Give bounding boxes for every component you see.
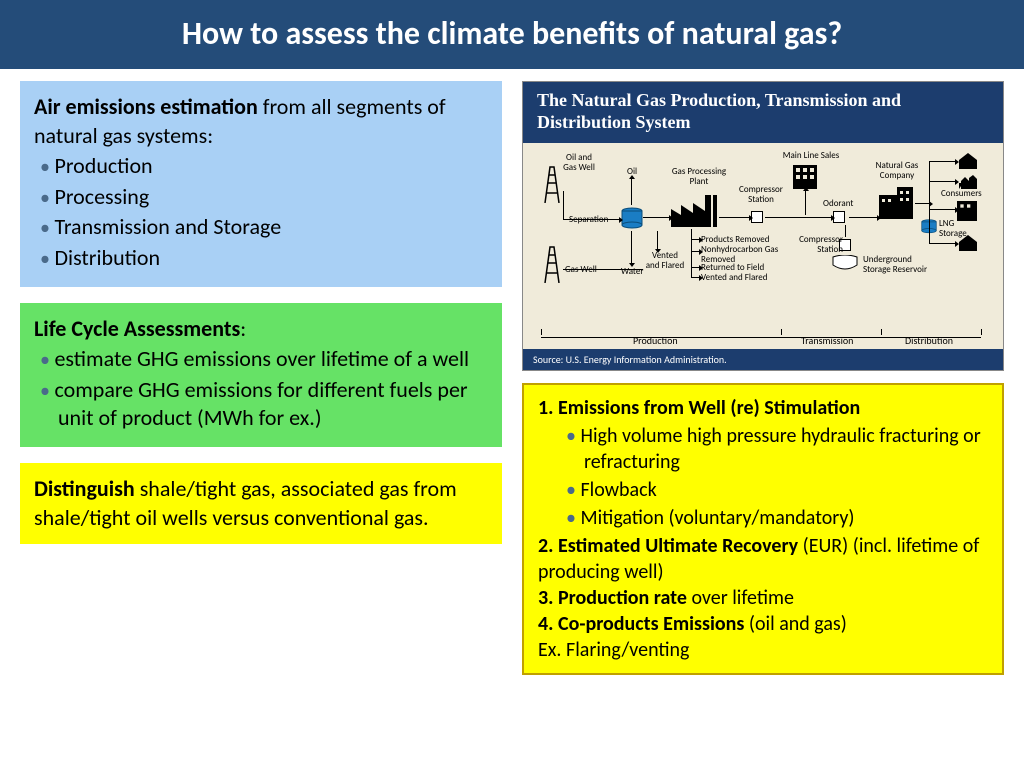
item1-sublist: High volume high pressure hydraulic frac…	[538, 423, 988, 531]
flow-line	[719, 217, 749, 218]
list-item: Processing	[40, 183, 488, 212]
diagram-title: The Natural Gas Production, Transmission…	[523, 82, 1003, 143]
system-diagram: The Natural Gas Production, Transmission…	[522, 81, 1004, 371]
item2-bold: 2. Estimated Ultimate Recovery	[538, 534, 803, 558]
lca-box: Life Cycle Assessments: estimate GHG emi…	[20, 303, 502, 447]
diagram-body: Oil and Gas Well Gas Well Separation Oil…	[523, 143, 1003, 349]
oil-gas-well-label: Oil and Gas Well	[561, 153, 597, 173]
item3: 3. Production rate over lifetime	[538, 585, 988, 611]
flow-line	[929, 181, 955, 182]
list-item: Transmission and Storage	[40, 213, 488, 242]
plant-icon	[671, 195, 717, 227]
building-icon	[957, 201, 977, 221]
list-item: Mitigation (voluntary/mandatory)	[566, 505, 988, 531]
item3-rest: over lifetime	[691, 586, 793, 610]
flow-line	[691, 239, 699, 240]
axis-tick	[541, 329, 542, 335]
list-item: compare GHG emissions for different fuel…	[40, 376, 488, 433]
right-column: The Natural Gas Production, Transmission…	[522, 81, 1004, 675]
flow-line	[691, 229, 692, 277]
derrick-icon	[541, 243, 563, 283]
vented2-label: Vented and Flared	[701, 273, 791, 283]
flow-line	[691, 267, 699, 268]
consumers-label: Consumers	[941, 189, 982, 199]
flow-line	[563, 219, 619, 220]
flow-line	[929, 209, 955, 210]
list-item: Flowback	[566, 477, 988, 503]
flow-line	[805, 191, 806, 215]
axis-tick	[981, 329, 982, 335]
distinguish-bold: Distinguish	[34, 475, 135, 502]
emissions-details-box: 1. Emissions from Well (re) Stimulation …	[522, 383, 1004, 675]
flow-line	[845, 225, 846, 237]
axis-production-label: Production	[633, 334, 678, 347]
flow-line	[631, 231, 632, 263]
flow-line	[691, 277, 699, 278]
air-emissions-list: Production Processing Transmission and S…	[34, 152, 488, 272]
flow-line	[691, 251, 699, 252]
item4: 4. Co-products Emissions (oil and gas)	[538, 611, 988, 637]
house-icon	[959, 173, 977, 189]
item4-bold: 4. Co-products Emissions	[538, 612, 749, 636]
flow-line	[915, 203, 929, 204]
odorant-label: Odorant	[823, 199, 853, 209]
left-column: Air emissions estimation from all segmen…	[20, 81, 502, 675]
air-emissions-lead-bold: Air emissions estimation	[34, 93, 258, 120]
diagram-source: Source: U.S. Energy Information Administ…	[523, 349, 1003, 370]
compressor2-label: Compressor Station	[791, 235, 843, 255]
gas-processing-label: Gas Processing Plant	[667, 167, 731, 187]
flow-line	[631, 179, 632, 205]
reservoir-icon	[831, 255, 859, 271]
tank-icon	[621, 207, 643, 229]
company-icon	[879, 187, 913, 219]
derrick-icon	[541, 163, 563, 203]
oil-label: Oil	[627, 167, 637, 177]
distinguish-box: Distinguish shale/tight gas, associated …	[20, 463, 502, 544]
vented-label: Vented and Flared	[645, 251, 685, 271]
flow-line	[765, 217, 831, 218]
list-item: Production	[40, 152, 488, 181]
main-line-label: Main Line Sales	[781, 151, 841, 161]
flow-line	[929, 161, 955, 162]
lca-list: estimate GHG emissions over lifetime of …	[34, 345, 488, 433]
flow-line	[643, 217, 669, 218]
flow-line	[563, 269, 643, 270]
axis-tick	[881, 329, 882, 335]
axis-transmission-label: Transmission	[801, 334, 853, 347]
axis-tick	[781, 329, 782, 335]
house-icon	[959, 235, 977, 251]
lca-lead-bold: Life Cycle Assessments	[34, 315, 240, 342]
flow-line	[563, 191, 564, 219]
list-item: estimate GHG emissions over lifetime of …	[40, 345, 488, 374]
compressor1-label: Compressor Station	[733, 185, 789, 205]
building-icon	[793, 165, 817, 189]
ng-company-label: Natural Gas Company	[869, 161, 925, 181]
house-icon	[959, 153, 977, 169]
item2: 2. Estimated Ultimate Recovery (EUR) (in…	[538, 533, 988, 585]
list-item: High volume high pressure hydraulic frac…	[566, 423, 988, 475]
item4-rest: (oil and gas)	[749, 612, 847, 636]
flow-line	[657, 231, 658, 249]
item1-heading: 1. Emissions from Well (re) Stimulation	[538, 395, 988, 421]
item-ex: Ex. Flaring/venting	[538, 637, 988, 663]
underground-label: Underground Storage Reservoir	[863, 255, 933, 275]
air-emissions-box: Air emissions estimation from all segmen…	[20, 81, 502, 287]
list-item: Distribution	[40, 244, 488, 273]
flow-line	[849, 217, 877, 218]
lca-lead-rest: :	[240, 315, 246, 342]
flow-line	[929, 243, 955, 244]
item3-bold: 3. Production rate	[538, 586, 691, 610]
axis-distribution-label: Distribution	[905, 334, 953, 347]
flow-line	[929, 161, 930, 243]
content-grid: Air emissions estimation from all segmen…	[0, 69, 1024, 675]
page-title: How to assess the climate benefits of na…	[0, 0, 1024, 69]
